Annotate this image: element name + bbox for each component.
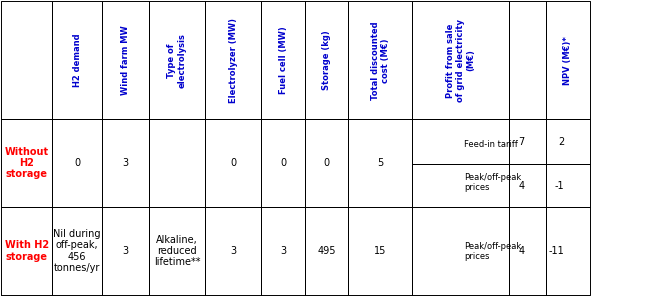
Text: 7: 7 <box>518 136 524 147</box>
Text: Storage (kg): Storage (kg) <box>322 30 331 90</box>
Text: 5: 5 <box>377 158 383 168</box>
Text: Nil during
off-peak,
456
tonnes/yr: Nil during off-peak, 456 tonnes/yr <box>54 229 100 273</box>
Text: -1: -1 <box>555 181 564 190</box>
Text: Type of
electrolysis: Type of electrolysis <box>168 33 186 88</box>
Text: Alkaline,
reduced
lifetime**: Alkaline, reduced lifetime** <box>153 235 200 267</box>
Text: 3: 3 <box>230 246 237 256</box>
Text: 4: 4 <box>518 246 524 256</box>
Text: H2 demand: H2 demand <box>72 34 82 87</box>
Text: -11: -11 <box>549 246 564 256</box>
Text: With H2
storage: With H2 storage <box>5 240 49 262</box>
Text: 0: 0 <box>324 158 330 168</box>
Text: Without
H2
storage: Without H2 storage <box>5 147 49 179</box>
Text: Profit from sale
of grid electricity
(M€): Profit from sale of grid electricity (M€… <box>446 19 475 102</box>
Text: 2: 2 <box>558 136 564 147</box>
Text: 495: 495 <box>318 246 336 256</box>
Text: NPV (M€)*: NPV (M€)* <box>563 36 572 85</box>
Text: Total discounted
cost (M€): Total discounted cost (M€) <box>371 21 390 100</box>
Text: 0: 0 <box>230 158 237 168</box>
Text: 3: 3 <box>122 158 129 168</box>
Text: Fuel cell (MW): Fuel cell (MW) <box>279 27 287 94</box>
Text: 3: 3 <box>122 246 129 256</box>
Text: 0: 0 <box>74 158 80 168</box>
Text: 0: 0 <box>280 158 286 168</box>
Text: Peak/off-peak
prices: Peak/off-peak prices <box>464 242 521 260</box>
Text: 3: 3 <box>280 246 286 256</box>
Text: Feed-in tariff: Feed-in tariff <box>464 140 518 149</box>
Text: Wind farm MW: Wind farm MW <box>121 25 130 95</box>
Text: 15: 15 <box>374 246 387 256</box>
Text: Peak/off-peak
prices: Peak/off-peak prices <box>464 173 521 192</box>
Text: Electrolyzer (MW): Electrolyzer (MW) <box>228 18 238 103</box>
Text: 4: 4 <box>518 181 524 190</box>
